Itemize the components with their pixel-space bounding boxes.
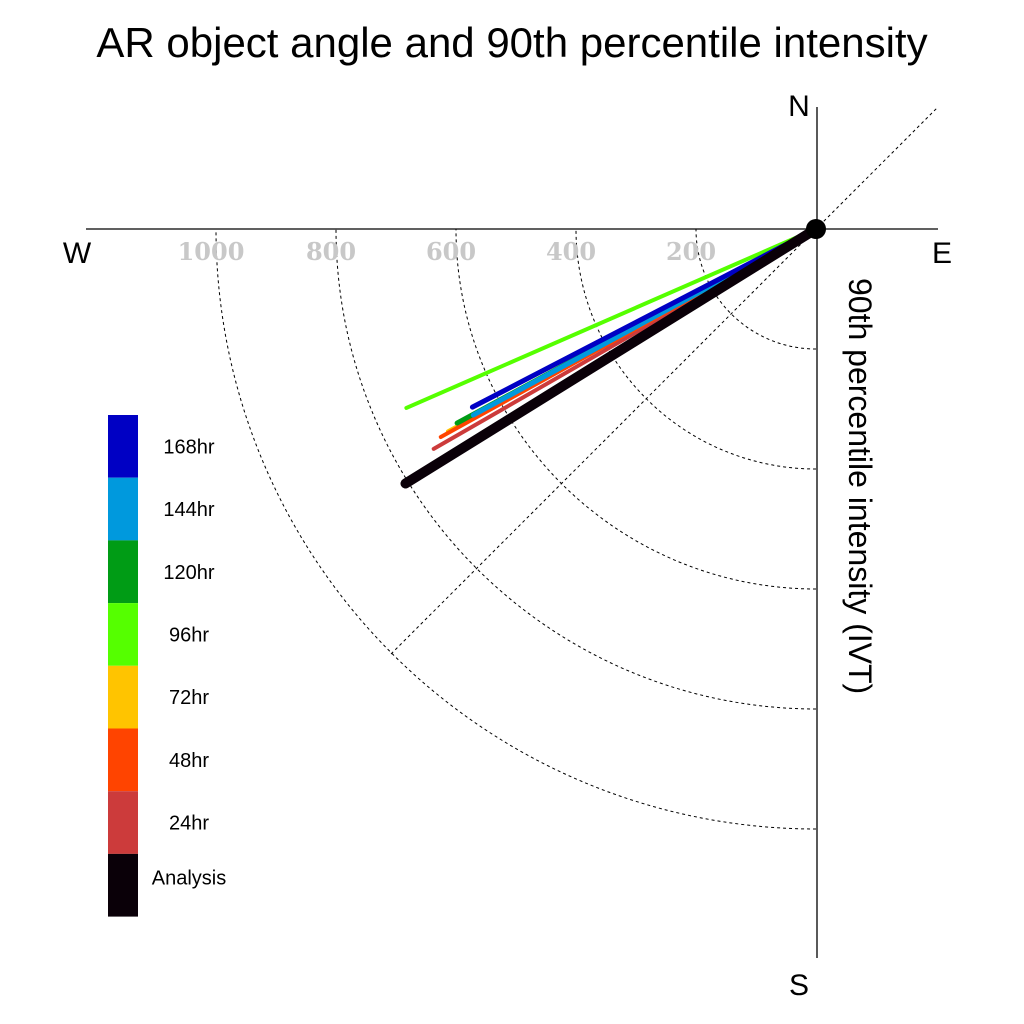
legend-swatch-72hr [108, 665, 138, 729]
vector-analysis [400, 224, 821, 489]
legend-swatch-48hr [108, 728, 138, 792]
legend-label-168hr: 168hr [163, 436, 214, 458]
compass-south-label: S [789, 969, 809, 1002]
data-vectors [400, 224, 821, 489]
grid-arc-1000 [215, 228, 817, 830]
tick-label-800: 800 [306, 237, 356, 266]
compass-north-label: N [788, 90, 810, 123]
legend-label-72hr: 72hr [169, 687, 209, 709]
compass-east-label: E [932, 237, 952, 270]
polar-grid [215, 108, 937, 830]
grid-diagonal [388, 108, 937, 657]
compass-west-label: W [63, 237, 92, 270]
legend-swatch-144hr [108, 477, 138, 541]
legend-swatch-96hr [108, 603, 138, 666]
tick-label-400: 400 [546, 237, 596, 266]
legend-label-120hr: 120hr [163, 562, 214, 584]
legend-swatch-24hr [108, 791, 138, 854]
tick-label-600: 600 [426, 237, 476, 266]
legend-label-analysis: Analysis [152, 867, 226, 889]
legend-label-144hr: 144hr [163, 499, 214, 521]
legend-label-48hr: 48hr [169, 750, 209, 772]
legend-label-96hr: 96hr [169, 624, 209, 646]
grid-arc-200 [695, 228, 817, 350]
legend-swatch-120hr [108, 540, 138, 604]
chart-title: AR object angle and 90th percentile inte… [96, 19, 927, 66]
origin-marker [806, 219, 826, 239]
vector-96hr [404, 227, 818, 410]
legend-swatch-168hr [108, 415, 138, 478]
legend-label-24hr: 24hr [169, 813, 209, 835]
tick-label-200: 200 [666, 237, 716, 266]
tick-label-1000: 1000 [178, 237, 245, 266]
radial-axis-label: 90th percentile intensity (IVT) [842, 278, 878, 694]
legend-swatch-analysis [108, 853, 138, 917]
radial-tick-labels: 200 400 600 800 1000 [178, 237, 716, 266]
legend: 168hr 144hr 120hr 96hr 72hr 48hr 24hr Analysis [108, 415, 226, 917]
